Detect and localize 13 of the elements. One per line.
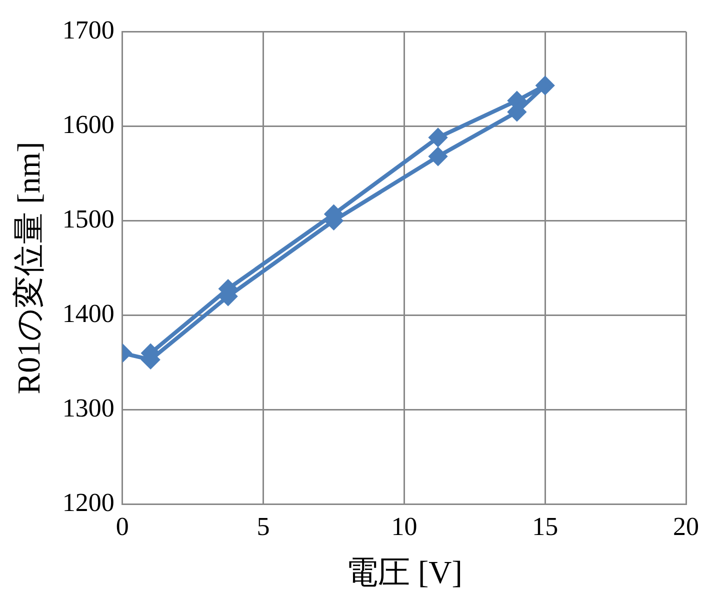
y-tick-label: 1700 xyxy=(62,15,114,44)
x-axis-title: 電圧 [V] xyxy=(346,554,462,590)
x-tick-label: 0 xyxy=(116,512,129,541)
y-tick-label: 1600 xyxy=(62,110,114,139)
x-tick-label: 15 xyxy=(532,512,558,541)
y-tick-label: 1400 xyxy=(62,299,114,328)
y-tick-label: 1500 xyxy=(62,204,114,234)
y-tick-label: 1300 xyxy=(62,394,114,423)
x-tick-label: 20 xyxy=(673,512,699,541)
y-tick-label: 1200 xyxy=(62,488,114,518)
x-tick-label: 10 xyxy=(391,512,418,541)
y-axis-title: R01の変位量 [nm] xyxy=(10,142,47,394)
x-tick-label: 5 xyxy=(256,512,270,541)
